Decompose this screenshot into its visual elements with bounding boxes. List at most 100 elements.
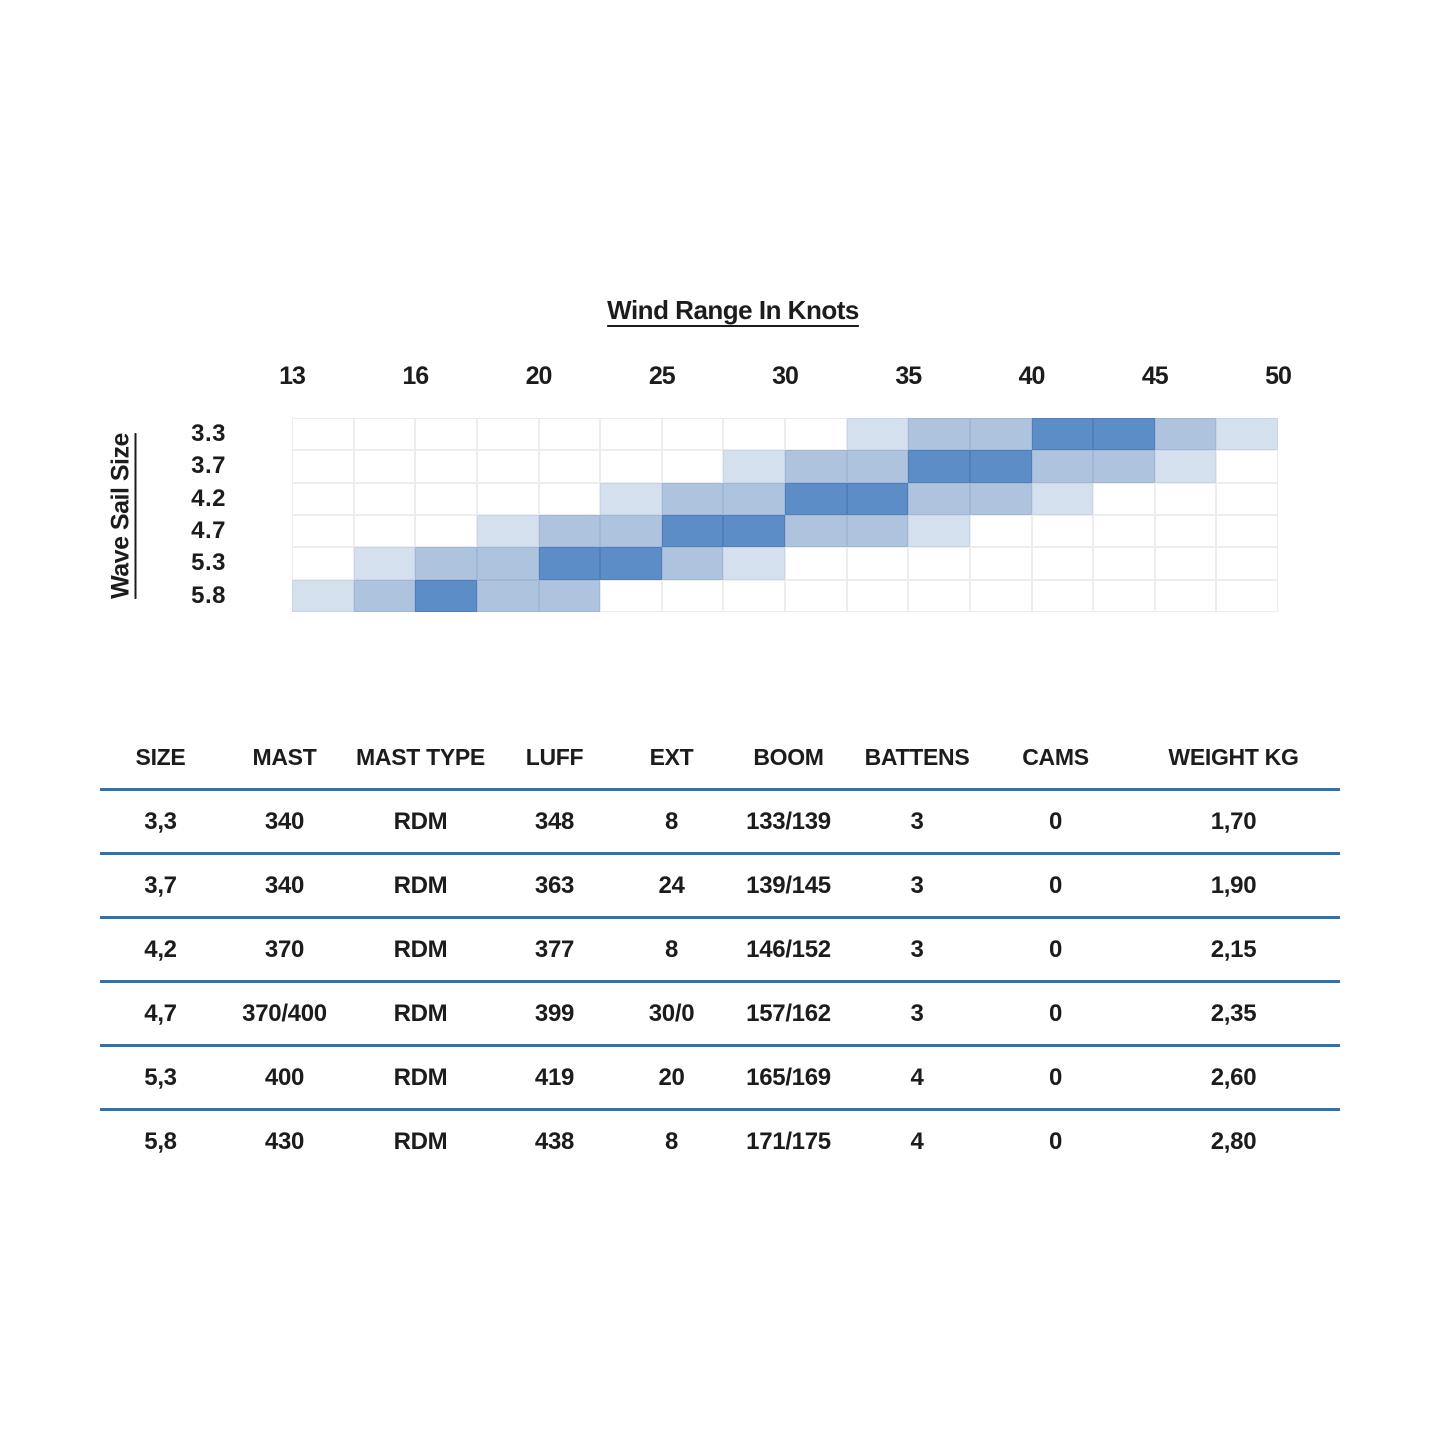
spec-table-row: 3,7 340 RDM 363 24 139/145 3 0 1,90 <box>100 852 1340 918</box>
heatmap-cell <box>476 579 539 612</box>
heatmap-cell <box>785 450 847 483</box>
spec-table-cell: 400 <box>221 1044 348 1110</box>
heatmap-cell <box>539 450 601 482</box>
x-tick-label: 25 <box>648 362 676 390</box>
spec-table-header-cell: CAMS <box>1022 743 1089 770</box>
heatmap-cell <box>1031 482 1094 515</box>
heatmap-cell <box>970 580 1032 612</box>
spec-table-cell: 2,80 <box>1127 1108 1340 1172</box>
heatmap-cell <box>662 418 724 450</box>
heatmap-cell <box>846 450 909 483</box>
y-tick-label: 3.7 <box>191 452 226 480</box>
heatmap-cell <box>539 418 601 450</box>
spec-table-body: 3,3 340 RDM 348 8 133/139 3 0 1,70 3,7 340 RDM 363 24… <box>100 788 1340 1172</box>
spec-table-cell: RDM <box>348 1044 493 1110</box>
spec-table-cell: 133/139 <box>727 788 850 854</box>
spec-table-cell: 3 <box>850 788 984 854</box>
y-tick-label: 4.7 <box>191 517 226 545</box>
heatmap-cell <box>354 418 416 450</box>
heatmap-cell <box>600 482 662 515</box>
heatmap-cell <box>846 514 909 548</box>
heatmap-cell <box>1154 418 1217 451</box>
heatmap-cell <box>661 482 724 515</box>
heatmap-cell <box>785 418 847 450</box>
spec-table-row: 5,8 430 RDM 438 8 171/175 4 0 2,80 <box>100 1108 1340 1172</box>
y-axis-title: Wave Sail Size <box>106 433 135 599</box>
heatmap-cell <box>538 579 601 612</box>
spec-table-cell: 3 <box>850 980 984 1046</box>
spec-table-cell: 2,15 <box>1127 916 1340 982</box>
heatmap-cell <box>908 450 970 483</box>
x-tick-label: 13 <box>279 362 306 390</box>
spec-table-cell: 0 <box>984 788 1127 854</box>
spec-table-cell: RDM <box>348 980 493 1046</box>
heatmap-cell <box>723 450 785 483</box>
heatmap-cell <box>1032 547 1094 579</box>
chart-title: Wind Range In Knots <box>607 295 859 325</box>
spec-table-row: 3,3 340 RDM 348 8 133/139 3 0 1,70 <box>100 788 1340 854</box>
heatmap-cell <box>354 450 416 482</box>
heatmap-cell <box>908 482 970 515</box>
heatmap-cell <box>292 579 354 612</box>
heatmap-cell <box>292 483 354 515</box>
heatmap-cell <box>969 450 1032 483</box>
heatmap-cell <box>847 547 909 579</box>
heatmap-cell <box>415 515 477 547</box>
heatmap-cell <box>538 514 601 548</box>
heatmap-cell <box>785 580 847 612</box>
heatmap-cell <box>292 450 354 482</box>
spec-table-cell: RDM <box>348 916 493 982</box>
spec-table-cell: 3,3 <box>100 788 221 854</box>
heatmap-cell <box>476 514 539 548</box>
heatmap-cell <box>477 450 539 482</box>
heatmap-cell <box>1031 450 1094 483</box>
spec-table-cell: 0 <box>984 916 1127 982</box>
heatmap-cell <box>354 483 416 515</box>
heatmap-cell <box>415 418 477 450</box>
heatmap-cell <box>723 547 785 580</box>
spec-table-cell: 2,60 <box>1127 1044 1340 1110</box>
heatmap-grid <box>292 418 1278 612</box>
heatmap-cell <box>600 580 662 612</box>
heatmap-cell <box>1093 450 1155 483</box>
spec-table-header-cell: SIZE <box>135 743 186 770</box>
heatmap-cell <box>969 418 1032 451</box>
heatmap-cell <box>1216 547 1278 579</box>
x-tick-label: 20 <box>525 362 553 390</box>
spec-table-row: 4,2 370 RDM 377 8 146/152 3 0 2,15 <box>100 916 1340 982</box>
heatmap-cell <box>1216 515 1278 547</box>
heatmap-cell <box>600 450 662 482</box>
spec-table-cell: 419 <box>493 1044 616 1110</box>
spec-table-cell: 4,7 <box>100 980 221 1046</box>
heatmap-cell <box>600 418 662 450</box>
heatmap-cell <box>785 482 847 515</box>
heatmap-cell <box>476 547 539 580</box>
spec-table-cell: 0 <box>984 980 1127 1046</box>
heatmap-cell <box>353 579 416 612</box>
spec-table-cell: 370 <box>221 916 348 982</box>
x-tick-label: 45 <box>1141 362 1169 390</box>
heatmap-cell <box>969 482 1032 515</box>
heatmap-cell <box>1032 580 1094 612</box>
spec-table-row: 5,3 400 RDM 419 20 165/169 4 0 2,60 <box>100 1044 1340 1110</box>
heatmap-cell <box>1155 515 1217 547</box>
spec-table-cell: 171/175 <box>727 1108 850 1172</box>
spec-table-cell: 4,2 <box>100 916 221 982</box>
spec-table-cell: 1,90 <box>1127 852 1340 918</box>
x-tick-label: 40 <box>1018 362 1046 390</box>
heatmap-cell <box>661 514 724 548</box>
spec-table-cell: 3 <box>850 852 984 918</box>
heatmap-cell <box>1093 483 1155 515</box>
heatmap-cell <box>847 580 909 612</box>
heatmap-cell <box>353 547 416 580</box>
spec-table-cell: 430 <box>221 1108 348 1172</box>
heatmap-cell <box>1216 418 1278 451</box>
heatmap-cell <box>970 515 1032 547</box>
spec-table-cell: 0 <box>984 1044 1127 1110</box>
heatmap-cell <box>539 483 601 515</box>
spec-table-cell: 399 <box>493 980 616 1046</box>
spec-table-header-cell: EXT <box>649 743 694 770</box>
spec-table-cell: 4 <box>850 1044 984 1110</box>
heatmap-cell <box>846 418 909 451</box>
